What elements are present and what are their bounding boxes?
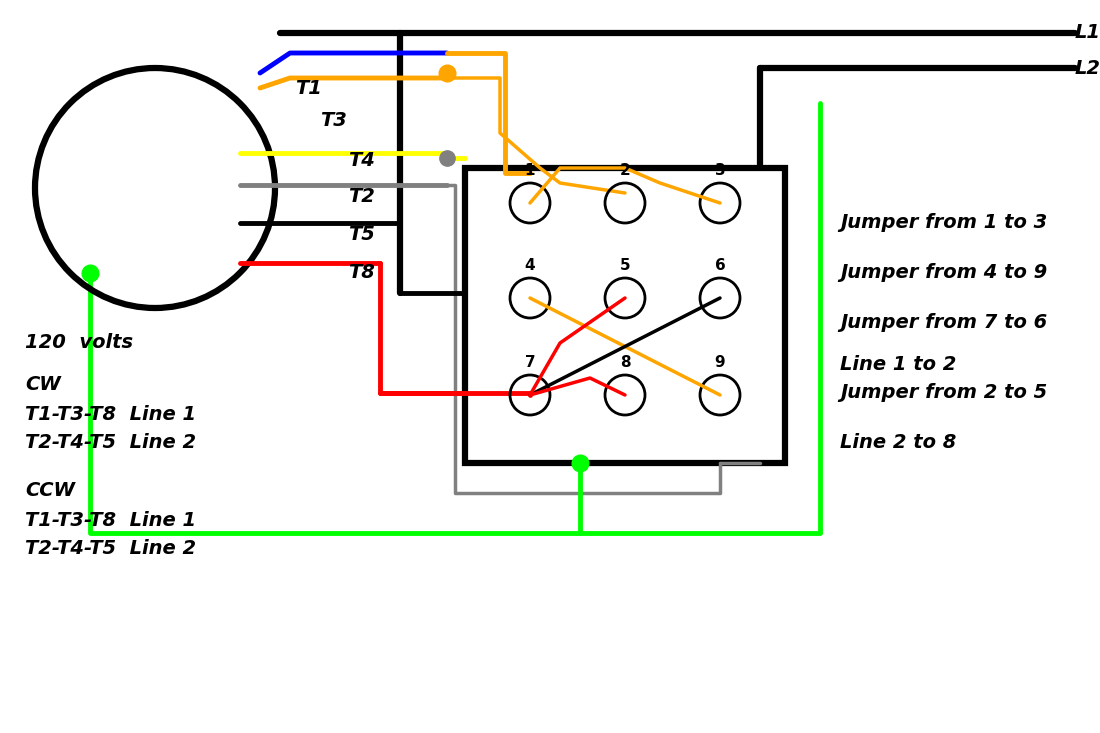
Text: 2: 2 [619, 163, 630, 178]
Text: 9: 9 [715, 355, 725, 370]
Text: 6: 6 [715, 258, 725, 273]
Text: 120  volts: 120 volts [25, 334, 133, 353]
Text: Line 1 to 2: Line 1 to 2 [840, 356, 956, 375]
Text: CW: CW [25, 375, 60, 394]
Text: 7: 7 [525, 355, 536, 370]
Text: Jumper from 4 to 9: Jumper from 4 to 9 [840, 263, 1047, 282]
Text: T3: T3 [320, 111, 346, 130]
Text: L2: L2 [1075, 59, 1100, 78]
Text: 5: 5 [619, 258, 630, 273]
Text: T2: T2 [348, 186, 375, 205]
Text: T1-T3-T8  Line 1: T1-T3-T8 Line 1 [25, 405, 196, 424]
Text: T2-T4-T5  Line 2: T2-T4-T5 Line 2 [25, 433, 196, 452]
Text: T4: T4 [348, 152, 375, 171]
Text: Jumper from 2 to 5: Jumper from 2 to 5 [840, 383, 1047, 402]
Text: CCW: CCW [25, 482, 75, 501]
Text: T1-T3-T8  Line 1: T1-T3-T8 Line 1 [25, 512, 196, 531]
Text: T8: T8 [348, 263, 375, 282]
Text: 4: 4 [525, 258, 536, 273]
Text: T5: T5 [348, 226, 375, 245]
Text: 8: 8 [619, 355, 630, 370]
Text: Jumper from 7 to 6: Jumper from 7 to 6 [840, 314, 1047, 333]
Bar [465, 168, 785, 463]
Text: 1: 1 [525, 163, 536, 178]
Text: Line 2 to 8: Line 2 to 8 [840, 433, 956, 452]
Text: T2-T4-T5  Line 2: T2-T4-T5 Line 2 [25, 539, 196, 558]
Text: L1: L1 [1075, 23, 1100, 43]
Text: 3: 3 [715, 163, 725, 178]
Text: Jumper from 1 to 3: Jumper from 1 to 3 [840, 213, 1047, 232]
Text: T1: T1 [295, 78, 322, 97]
